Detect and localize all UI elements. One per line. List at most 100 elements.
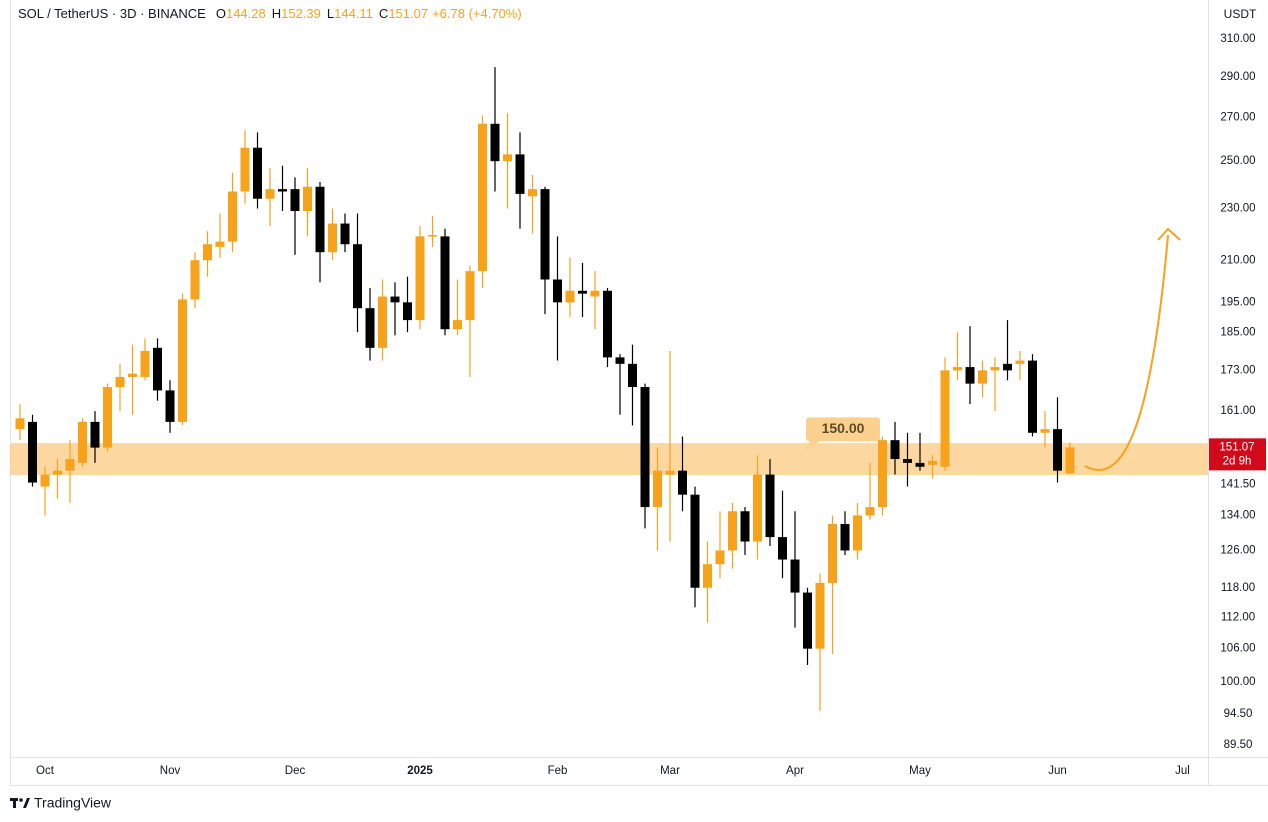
x-tick-label: Oct bbox=[36, 765, 55, 777]
candle-body bbox=[115, 376, 125, 388]
zone-label-pointer bbox=[806, 441, 820, 450]
ohlc-key: L bbox=[327, 6, 334, 21]
candle-body bbox=[290, 189, 300, 212]
candle-body bbox=[128, 373, 137, 377]
candle-body bbox=[653, 470, 662, 508]
candle-body bbox=[103, 387, 112, 448]
y-tick-label: 270.00 bbox=[1220, 111, 1255, 123]
candle-body bbox=[590, 290, 600, 297]
candle-body bbox=[753, 474, 762, 542]
forecast-arrow bbox=[1084, 234, 1169, 471]
x-tick-label: 2025 bbox=[407, 765, 433, 777]
candle-body bbox=[815, 582, 825, 649]
candle-body bbox=[40, 474, 50, 487]
candle-body bbox=[853, 515, 862, 551]
candle-body bbox=[178, 299, 187, 422]
ohlc-value: 151.07 bbox=[388, 6, 428, 21]
candle-body bbox=[728, 511, 737, 551]
candle-body bbox=[403, 302, 412, 321]
candle-body bbox=[940, 370, 950, 467]
candle-body bbox=[328, 223, 337, 253]
y-tick-label: 89.50 bbox=[1224, 739, 1253, 751]
candle-body bbox=[665, 470, 675, 475]
ohlc-value: 144.11 bbox=[334, 6, 373, 21]
ohlc-value: 152.39 bbox=[281, 6, 321, 21]
brand-logo bbox=[10, 798, 30, 808]
candle-body bbox=[165, 390, 175, 422]
candle-body bbox=[528, 189, 537, 197]
brand-name: TradingView bbox=[34, 795, 112, 811]
ohlc-key: H bbox=[272, 6, 281, 21]
candle-body bbox=[478, 123, 487, 272]
candle-body bbox=[928, 460, 937, 465]
candle-body bbox=[15, 418, 25, 430]
x-tick-label: Dec bbox=[285, 765, 306, 777]
y-tick-label: 141.50 bbox=[1220, 479, 1255, 491]
candle-body bbox=[415, 236, 425, 321]
candle-body bbox=[1053, 429, 1062, 471]
candle-body bbox=[453, 320, 462, 330]
candle-body bbox=[890, 440, 900, 460]
candle-body bbox=[878, 440, 887, 508]
candle-body bbox=[915, 462, 925, 467]
band-layer: 150.00 bbox=[10, 417, 1208, 475]
candle-body bbox=[978, 370, 987, 384]
candle-body bbox=[265, 189, 275, 199]
candle-body bbox=[440, 236, 450, 330]
candle-body bbox=[303, 186, 312, 212]
candle-body bbox=[78, 421, 87, 463]
candle-body bbox=[253, 147, 262, 199]
candle-body bbox=[515, 154, 525, 194]
ohlc-key: O bbox=[216, 6, 226, 21]
candle-body bbox=[678, 470, 687, 495]
candle-body bbox=[828, 524, 837, 583]
candle-body bbox=[953, 367, 962, 371]
y-tick-label: 134.00 bbox=[1220, 510, 1255, 522]
candle-body bbox=[990, 367, 1000, 371]
logo-part bbox=[19, 798, 23, 802]
axis-unit: USDT bbox=[1224, 7, 1257, 21]
candle-body bbox=[53, 470, 62, 475]
candle-body bbox=[715, 550, 725, 565]
candle-body bbox=[203, 244, 212, 261]
support-zone bbox=[10, 443, 1208, 475]
candle-body bbox=[278, 189, 287, 192]
candle-body bbox=[1028, 360, 1037, 433]
candle-body bbox=[240, 147, 250, 192]
candle-body bbox=[740, 511, 750, 542]
candle-body bbox=[140, 350, 150, 377]
change: +6.78 (+4.70%) bbox=[432, 6, 522, 21]
candle-body bbox=[628, 363, 637, 388]
forecast-arrow-head bbox=[1157, 227, 1181, 241]
candle-body bbox=[603, 290, 612, 358]
candle-body bbox=[1015, 360, 1025, 364]
candles-layer bbox=[15, 67, 1075, 711]
candle-body bbox=[640, 387, 650, 508]
candle-body bbox=[1065, 447, 1075, 474]
logo-part bbox=[13, 798, 16, 808]
candle-body bbox=[428, 235, 437, 237]
candle-body bbox=[903, 459, 912, 463]
y-tick-label: 173.00 bbox=[1220, 364, 1255, 376]
candle-body bbox=[315, 186, 325, 253]
candle-body bbox=[578, 290, 587, 294]
y-tick-label: 230.00 bbox=[1220, 203, 1255, 215]
last-price: 151.07 bbox=[1219, 441, 1254, 453]
candle-body bbox=[340, 223, 350, 245]
x-tick-label: May bbox=[909, 765, 931, 777]
candle-body bbox=[703, 564, 712, 588]
y-tick-label: 210.00 bbox=[1220, 254, 1255, 266]
y-tick-label: 94.50 bbox=[1224, 708, 1253, 720]
candle-body bbox=[390, 296, 400, 303]
candle-body bbox=[1040, 429, 1050, 433]
candle-body bbox=[615, 357, 625, 364]
y-tick-label: 161.00 bbox=[1220, 405, 1255, 417]
x-tick-label: Feb bbox=[548, 765, 568, 777]
candle-body bbox=[465, 271, 475, 321]
x-tick-label: Mar bbox=[660, 765, 680, 777]
countdown: 2d 9h bbox=[1223, 455, 1252, 467]
candle-body bbox=[153, 347, 162, 391]
y-tick-label: 106.00 bbox=[1220, 643, 1255, 655]
